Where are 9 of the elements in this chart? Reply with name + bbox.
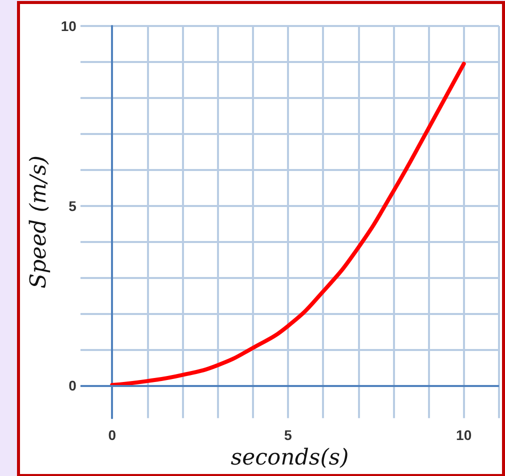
x-tick-label: 10	[456, 427, 472, 444]
x-axis-title: seconds(s)	[230, 446, 349, 470]
line-series	[110, 62, 466, 388]
x-tick-label: 0	[108, 427, 116, 444]
y-tick-label: 5	[68, 198, 77, 214]
y-axis-title: Speed (m/s)	[26, 156, 52, 289]
y-tick-label: 0	[68, 378, 77, 394]
y-tick-label: 10	[60, 18, 77, 34]
x-tick-label: 5	[284, 427, 292, 444]
